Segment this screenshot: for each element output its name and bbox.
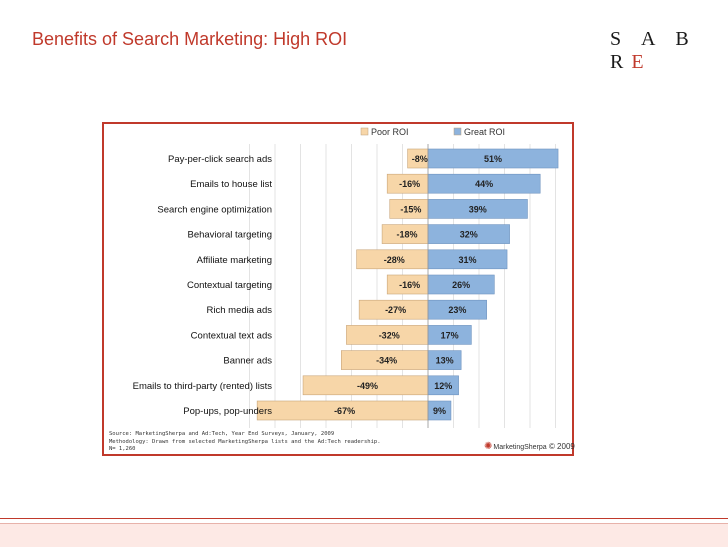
- data-label-poor: -16%: [399, 179, 420, 189]
- copyright-text: © 2009: [548, 442, 575, 451]
- data-label-poor: -49%: [357, 381, 378, 391]
- sample-size-line: N= 1,260: [109, 446, 136, 452]
- data-label-poor: -67%: [334, 406, 355, 416]
- category-label: Rich media ads: [207, 305, 273, 316]
- category-label: Pay-per-click search ads: [168, 154, 272, 165]
- data-label-great: 39%: [469, 204, 487, 214]
- marketingsherpa-logo: ✺MarketingSherpa © 2009: [484, 441, 575, 452]
- legend-label-poor: Poor ROI: [371, 127, 409, 137]
- category-label: Banner ads: [223, 356, 272, 367]
- sunburst-icon: ✺: [484, 441, 493, 452]
- data-label-great: 9%: [433, 406, 446, 416]
- category-label: Emails to third-party (rented) lists: [133, 381, 273, 392]
- legend-swatch-poor: [360, 127, 369, 136]
- data-label-great: 13%: [436, 356, 454, 366]
- category-label: Contextual targeting: [187, 280, 272, 291]
- category-label: Behavioral targeting: [188, 230, 273, 241]
- roi-chart: Poor ROI Great ROI -8% 51% Pay-per-click sea…: [133, 127, 559, 428]
- category-label: Affiliate marketing: [197, 255, 272, 266]
- slide-title: Benefits of Search Marketing: High ROI: [32, 29, 348, 49]
- data-label-poor: -27%: [385, 305, 406, 315]
- data-label-great: 26%: [452, 280, 470, 290]
- data-label-poor: -28%: [384, 255, 405, 265]
- data-label-poor: -18%: [397, 230, 418, 240]
- data-label-great: 23%: [448, 305, 466, 315]
- data-label-poor: -34%: [376, 356, 397, 366]
- category-label: Pop-ups, pop-unders: [183, 406, 272, 417]
- category-label: Search engine optimization: [157, 204, 272, 215]
- legend-label-great: Great ROI: [464, 127, 505, 137]
- data-label-poor: -8%: [412, 154, 428, 164]
- data-label-great: 31%: [459, 255, 477, 265]
- data-label-great: 44%: [475, 179, 493, 189]
- data-label-poor: -32%: [379, 330, 400, 340]
- data-label-poor: -16%: [399, 280, 420, 290]
- data-label-great: 32%: [460, 230, 478, 240]
- data-label-poor: -15%: [400, 204, 421, 214]
- data-label-great: 12%: [434, 381, 452, 391]
- sabre-logo: S A B RE: [610, 28, 697, 73]
- footer-band: [0, 523, 728, 547]
- footer-rule: [0, 518, 728, 519]
- data-label-great: 51%: [484, 154, 502, 164]
- legend-swatch-great: [453, 127, 462, 136]
- category-label: Contextual text ads: [191, 330, 273, 341]
- source-note: Source: MarketingSherpa and Ad:Tech, Yea…: [109, 431, 381, 454]
- chart-frame: Poor ROI Great ROI -8% 51% Pay-per-click sea…: [102, 122, 575, 456]
- source-line: Source: MarketingSherpa and Ad:Tech, Yea…: [109, 431, 335, 437]
- methodology-line: Methodology: Drawn from selected Marketi…: [109, 438, 381, 445]
- category-label: Emails to house list: [190, 179, 272, 190]
- data-label-great: 17%: [441, 330, 459, 340]
